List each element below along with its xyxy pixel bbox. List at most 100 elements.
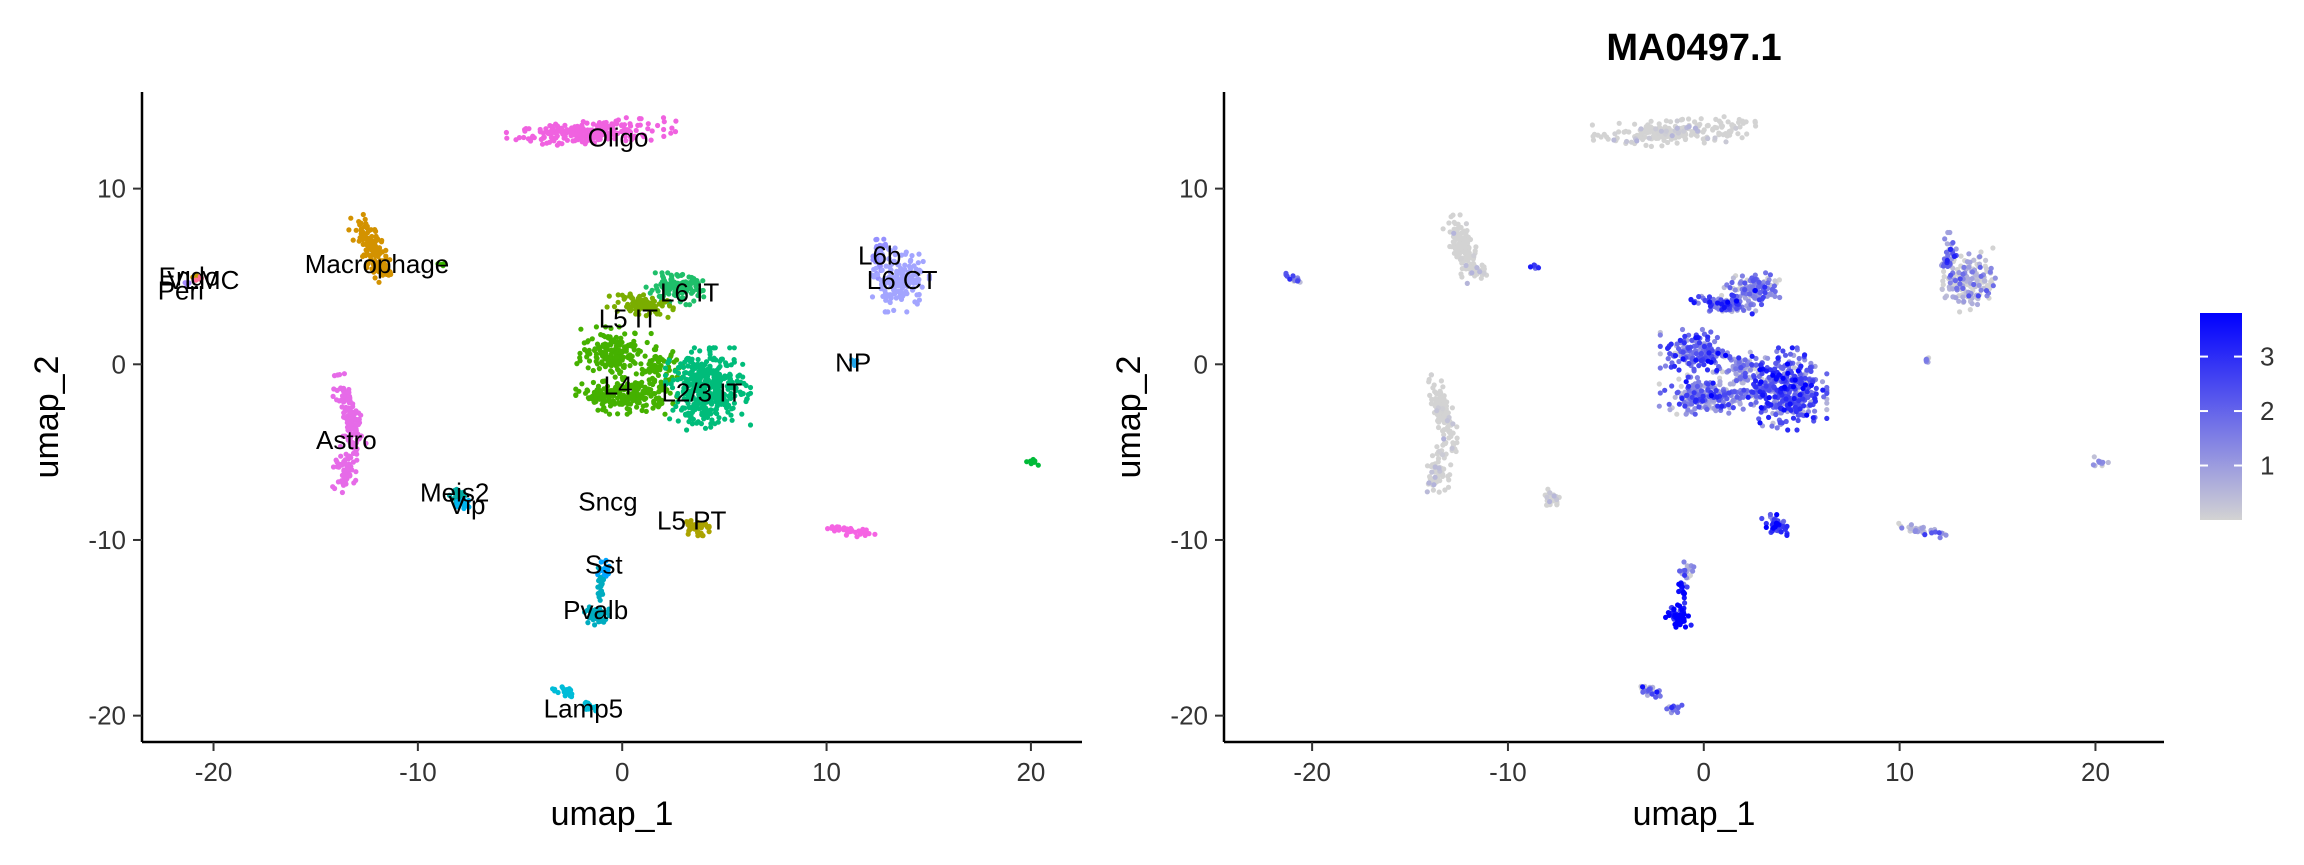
feature-point — [1444, 418, 1450, 424]
point-l6-ct — [910, 272, 916, 278]
y-tick-label: 10 — [97, 174, 126, 204]
point-oligo — [531, 135, 537, 141]
feature-point — [1667, 407, 1673, 413]
feature-point — [1950, 240, 1956, 246]
point-l4 — [668, 352, 674, 358]
feature-point — [1442, 440, 1448, 447]
feature-point — [1922, 532, 1928, 538]
point-l4 — [600, 407, 606, 413]
point-l6-ct — [892, 245, 898, 251]
point-oligo — [641, 132, 647, 139]
feature-point — [1674, 140, 1680, 146]
feature-point — [1643, 142, 1649, 148]
feature-point — [1429, 396, 1435, 402]
feature-point — [1813, 385, 1819, 391]
point-l6-ct — [878, 277, 884, 284]
feature-point — [1656, 403, 1662, 409]
feature-point — [1977, 264, 1983, 270]
point-l6-ct — [900, 291, 906, 297]
point-l5-it — [641, 304, 647, 310]
feature-point — [1773, 520, 1779, 526]
feature-point — [1792, 404, 1798, 410]
feature-point — [1710, 380, 1716, 386]
feature-point — [1705, 123, 1711, 129]
feature-point — [1696, 363, 1702, 369]
point-l6-ct — [920, 258, 926, 265]
point-l4 — [644, 386, 650, 392]
point-l4 — [609, 369, 615, 375]
point-l2-3-it — [675, 418, 681, 424]
point-oligo — [619, 128, 625, 135]
feature-point — [1429, 469, 1435, 475]
feature-point — [1686, 360, 1692, 367]
point-macrophage — [375, 248, 382, 255]
point-l6-it — [691, 280, 697, 286]
point-l2-3-it — [675, 364, 682, 371]
feature-point — [1740, 120, 1746, 126]
feature-point — [1478, 275, 1484, 281]
feature-point — [1744, 131, 1750, 137]
point-macrophage — [358, 226, 364, 232]
feature-point — [1992, 275, 1998, 281]
feature-point — [1797, 406, 1803, 412]
feature-point — [1708, 329, 1714, 335]
feature-point — [1749, 311, 1755, 317]
point-l2-3-it — [675, 370, 682, 376]
feature-point — [1978, 287, 1984, 293]
point-astro — [341, 467, 347, 473]
point-l4 — [598, 332, 604, 338]
feature-point — [1742, 357, 1748, 363]
feature-point — [1287, 276, 1293, 282]
feature-point — [1705, 358, 1711, 364]
feature-point — [1628, 139, 1635, 145]
point-oligo — [613, 118, 619, 124]
feature-point — [1908, 522, 1914, 528]
point-macrophage — [377, 263, 383, 269]
cluster-label-l6-it: L6 IT — [660, 277, 719, 307]
feature-point — [1706, 294, 1713, 300]
feature-point — [1621, 129, 1627, 135]
point-oligo — [574, 123, 581, 129]
feature-point — [1698, 116, 1704, 122]
feature-point — [1990, 245, 1996, 251]
point-l6-ct — [912, 299, 918, 305]
feature-point — [1700, 393, 1706, 399]
point-l6-ct — [905, 283, 911, 289]
point-oligo — [549, 136, 555, 143]
point-macrophage — [378, 239, 385, 245]
feature-point — [1640, 136, 1646, 143]
point-l4 — [624, 411, 630, 417]
feature-point — [1824, 371, 1830, 377]
point-l6-ct — [893, 274, 899, 280]
feature-point — [1966, 264, 1972, 270]
y-tick-label: 0 — [112, 349, 126, 379]
feature-point — [1444, 426, 1450, 432]
feature-point — [1694, 133, 1700, 139]
point-l4 — [615, 395, 621, 401]
feature-point — [1672, 621, 1678, 628]
feature-point — [1454, 435, 1460, 441]
feature-point — [1797, 392, 1803, 398]
feature-point — [1789, 345, 1795, 351]
point-l4 — [598, 388, 604, 394]
feature-point — [1734, 298, 1740, 304]
point-oligo — [649, 128, 655, 134]
point-l6-it — [664, 284, 670, 290]
feature-point — [1791, 395, 1797, 402]
feature-point — [1715, 300, 1721, 306]
feature-point — [1463, 262, 1469, 269]
feature-point — [1798, 412, 1804, 418]
point-macrophage — [359, 230, 366, 236]
point-oligo — [522, 128, 528, 134]
feature-point — [1723, 139, 1729, 145]
point-macrophage — [369, 233, 375, 240]
point-l4 — [627, 363, 633, 369]
feature-point — [1433, 391, 1439, 397]
point-l6-ct — [892, 252, 898, 258]
point-l4 — [655, 365, 662, 371]
feature-point — [1611, 137, 1617, 143]
point-l6-it — [668, 272, 674, 278]
point-l4 — [622, 375, 628, 381]
point-l4 — [618, 348, 624, 354]
